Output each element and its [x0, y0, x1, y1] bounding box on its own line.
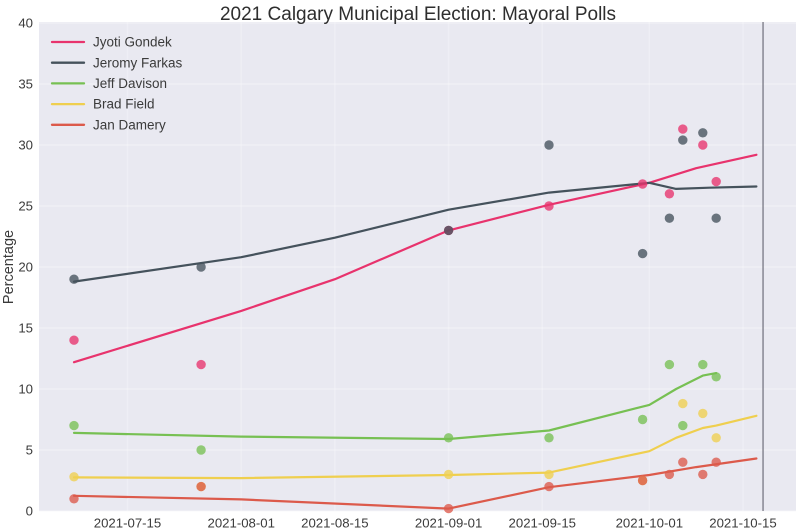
plot-content: 0 5 10 15 20 25 30 35 40 2021-07-15 2021-08-01 2021… [18, 16, 796, 531]
data-point-jeff-davison [637, 414, 648, 425]
data-point-brad-field [69, 472, 79, 482]
data-point-brad-field [711, 433, 721, 443]
y-tick-label: 5 [26, 443, 33, 458]
y-tick-label: 25 [18, 199, 33, 214]
legend-label-brad-field: Brad Field [93, 97, 155, 112]
data-point-jan-damery [664, 469, 675, 480]
data-point-jan-damery [69, 494, 79, 504]
x-tick-label: 2021-09-15 [509, 516, 576, 531]
data-point-jan-damery [544, 481, 554, 492]
data-point-jyoti-gondek [711, 176, 721, 187]
x-tick-label: 2021-08-15 [301, 516, 368, 531]
data-point-jyoti-gondek [664, 189, 675, 199]
data-point-jeff-davison [196, 445, 206, 455]
data-point-jeff-davison [711, 372, 721, 382]
data-point-jeromy-farkas [637, 248, 648, 259]
legend-label-jeff-davison: Jeff Davison [93, 76, 167, 91]
data-point-jeff-davison [678, 420, 688, 431]
trend-line-jyoti-gondek [72, 153, 758, 364]
data-point-jeff-davison [544, 433, 554, 443]
data-point-jeromy-farkas [443, 225, 454, 236]
data-point-jyoti-gondek [637, 179, 648, 189]
data-point-jan-damery [698, 469, 708, 480]
data-point-jyoti-gondek [69, 335, 79, 345]
data-point-brad-field [443, 469, 454, 480]
data-point-brad-field [678, 398, 688, 409]
trend-line-brad-field [72, 414, 758, 480]
data-point-brad-field [544, 469, 554, 480]
data-point-jeromy-farkas [69, 274, 79, 284]
data-point-brad-field [698, 408, 708, 419]
data-point-jyoti-gondek [698, 140, 708, 150]
data-point-jeff-davison [69, 420, 79, 431]
data-point-jan-damery [443, 503, 454, 514]
y-tick-label: 0 [26, 504, 33, 519]
x-tick-label: 2021-10-01 [616, 516, 683, 531]
x-tick-label: 2021-10-15 [709, 516, 776, 531]
x-tick-label: 2021-08-01 [207, 516, 274, 531]
data-point-jeff-davison [664, 359, 675, 370]
y-tick-label: 20 [18, 260, 33, 275]
data-point-jan-damery [711, 457, 721, 467]
x-tick-label: 2021-09-01 [415, 516, 482, 531]
data-point-jyoti-gondek [678, 124, 688, 134]
data-point-jeromy-farkas [698, 128, 708, 138]
legend-label-jeromy-farkas: Jeromy Farkas [93, 55, 183, 70]
y-axis-label: Percentage [1, 230, 17, 304]
data-point-jeff-davison [698, 359, 708, 370]
data-point-jan-damery [196, 481, 206, 492]
data-point-jeromy-farkas [711, 213, 721, 223]
trend-line-jeff-davison [72, 372, 718, 441]
data-point-jyoti-gondek [196, 359, 206, 370]
data-point-jyoti-gondek [544, 201, 554, 211]
data-point-jeromy-farkas [544, 140, 554, 150]
data-point-jeromy-farkas [196, 262, 206, 272]
data-point-jan-damery [637, 475, 648, 486]
data-point-jeromy-farkas [678, 135, 688, 145]
y-tick-label: 30 [18, 138, 33, 153]
y-tick-label: 15 [18, 321, 33, 336]
x-tick-label: 2021-07-15 [94, 516, 161, 531]
y-tick-label: 10 [18, 382, 33, 397]
chart-title: 2021 Calgary Municipal Election: Mayoral… [220, 4, 616, 25]
y-tick-label: 40 [18, 16, 33, 31]
data-point-jeff-davison [443, 433, 454, 443]
data-point-jeromy-farkas [664, 213, 675, 223]
legend-label-jan-damery: Jan Damery [93, 117, 166, 132]
trend-line-jeromy-farkas [72, 181, 758, 283]
y-tick-label: 35 [18, 77, 33, 92]
legend-label-jyoti-gondek: Jyoti Gondek [93, 35, 172, 50]
data-point-jan-damery [678, 457, 688, 467]
